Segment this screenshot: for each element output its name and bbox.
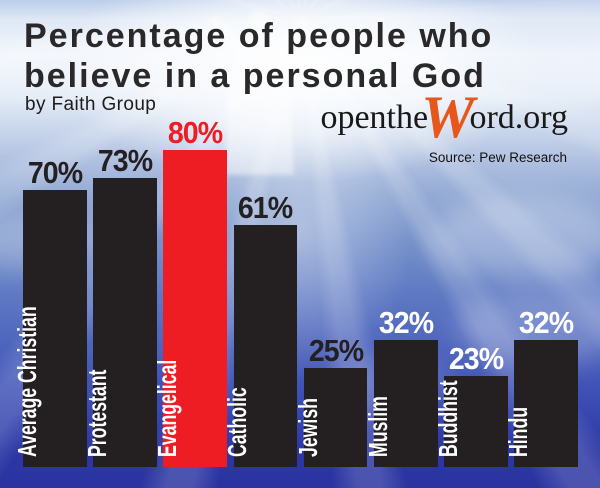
bar-catholic: Catholic [222, 225, 298, 467]
cloud [505, 55, 600, 100]
bar-value-label-muslim: 32% [378, 305, 434, 341]
bar-muslim: Muslim [363, 340, 438, 467]
bar-value-label-hindu: 32% [518, 305, 574, 341]
opentheword-logo: opentheWord.org [320, 87, 568, 147]
bar-protestant: Protestant [82, 177, 157, 467]
bar-category-label: Average Christian [11, 306, 42, 457]
bar-category-label: Hindu [503, 406, 534, 457]
bar-buddhist: Buddhist [433, 375, 508, 467]
cloud [430, 195, 600, 280]
chart-title-line1: Percentage of people who [24, 17, 494, 55]
christ-silhouette-icon [207, 10, 312, 175]
bar-category-label: Catholic [222, 387, 253, 457]
chart-title-line2: believe in a personal God [24, 57, 486, 95]
source-credit: Source: Pew Research [428, 150, 567, 165]
bar-average-christian: Average Christian [12, 189, 87, 467]
bar-category-label: Evangelical [152, 359, 183, 457]
bar-value-label-catholic: 61% [238, 190, 293, 226]
logo-w-glyph: W [421, 84, 475, 150]
bar-value-label-buddhist: 23% [448, 340, 504, 376]
bar-category-label: Muslim [362, 396, 393, 457]
bar-evangelical: Evangelical [152, 150, 227, 467]
bar-value-label-jewish: 25% [308, 333, 363, 368]
bar-value-label-average-christian: 70% [27, 154, 83, 190]
chart-subtitle: by Faith Group [25, 94, 157, 115]
logo-prefix: openthe [320, 99, 429, 136]
logo-suffix: ord.org [469, 99, 568, 136]
bar-hindu: Hindu [503, 340, 578, 467]
bar-category-label: Buddhist [432, 380, 463, 457]
bar-category-label: Protestant [81, 369, 112, 457]
bar-jewish: Jewish [293, 368, 368, 467]
chart-title: Percentage of people who believe in a per… [24, 16, 493, 96]
bar-category-label: Jewish [292, 398, 323, 457]
bar-value-label-evangelical: 80% [167, 115, 223, 151]
bar-value-label-protestant: 73% [97, 142, 153, 178]
